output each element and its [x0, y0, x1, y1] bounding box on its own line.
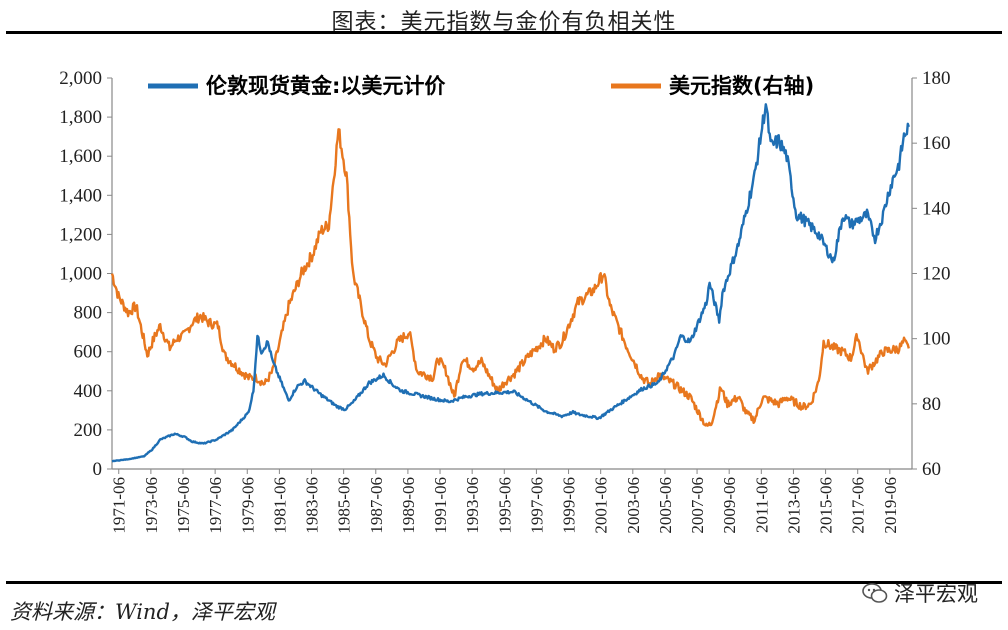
axes: 0 200 400 600 800 1,000 1,200 1,400 1,600 1,800 2,… [59, 68, 950, 534]
legend: 伦敦现货黄金:以美元计价 美元指数(右轴) [148, 74, 814, 98]
x-tick-label: 1999-06 [560, 477, 579, 534]
y-left-tick-label: 1,200 [59, 224, 102, 245]
x-tick-label: 2013-06 [784, 477, 803, 534]
series-line-gold [111, 103, 910, 463]
x-tick-label: 1997-06 [527, 477, 546, 534]
y-left-tick-label: 1,600 [59, 146, 102, 167]
x-tick-label: 1977-06 [206, 477, 225, 534]
watermark-text: 泽平宏观 [894, 582, 978, 606]
y-left-tick-label: 400 [74, 381, 103, 402]
y-right-tick-label: 80 [922, 394, 941, 415]
y-left-tick-label: 1,400 [59, 185, 102, 206]
chart-title: 图表：美元指数与金价有负相关性 [331, 10, 677, 35]
source-note: 资料来源：Wind，泽平宏观 [10, 600, 275, 624]
y-left-tick-label: 1,000 [59, 264, 102, 285]
y-right-tick-label: 140 [922, 198, 951, 219]
bottom-rule [6, 581, 1002, 584]
top-rule [6, 31, 1002, 34]
x-tick-label: 1983-06 [303, 477, 322, 534]
x-tick-label: 2019-06 [881, 477, 900, 534]
y-right-tick-label: 180 [922, 68, 951, 89]
x-tick-label: 2017-06 [849, 477, 868, 534]
watermark: 泽平宏观 [862, 578, 978, 608]
x-tick-label: 1993-06 [463, 477, 482, 534]
x-tick-label: 1985-06 [335, 477, 354, 534]
series-layer [110, 103, 910, 463]
x-tick-label: 1991-06 [431, 477, 450, 534]
legend-label-dxy: 美元指数(右轴) [669, 74, 814, 98]
x-tick-label: 1989-06 [399, 477, 418, 534]
x-tick-label: 1973-06 [142, 477, 161, 534]
y-right-tick-label: 100 [922, 329, 951, 350]
x-tick-label: 1995-06 [495, 477, 514, 534]
x-tick-label: 2015-06 [817, 477, 836, 534]
y-left-tick-label: 600 [74, 342, 103, 363]
y-left-tick-label: 2,000 [59, 68, 102, 89]
y-right-tick-label: 120 [922, 264, 951, 285]
x-tick-label: 1981-06 [270, 477, 289, 534]
y-right-tick-label: 160 [922, 133, 951, 154]
series-line-dxy [110, 128, 910, 427]
x-tick-label: 1971-06 [110, 477, 129, 534]
wechat-chat-bubbles-icon [862, 583, 888, 603]
legend-label-gold: 伦敦现货黄金:以美元计价 [206, 74, 446, 98]
y-right-tick-label: 60 [922, 459, 941, 480]
x-tick-label: 1987-06 [367, 477, 386, 534]
x-tick-label: 1975-06 [174, 477, 193, 534]
y-left-tick-label: 1,800 [59, 107, 102, 128]
x-tick-label: 2009-06 [720, 477, 739, 534]
x-tick-label: 1979-06 [238, 477, 257, 534]
x-tick-label: 2007-06 [688, 477, 707, 534]
x-tick-label: 2001-06 [592, 477, 611, 534]
y-left-tick-label: 200 [74, 420, 103, 441]
y-left-tick-label: 800 [74, 303, 103, 324]
x-tick-label: 2005-06 [656, 477, 675, 534]
x-tick-label: 2003-06 [624, 477, 643, 534]
y-left-tick-label: 0 [93, 459, 103, 480]
x-tick-label: 2011-06 [752, 477, 771, 533]
